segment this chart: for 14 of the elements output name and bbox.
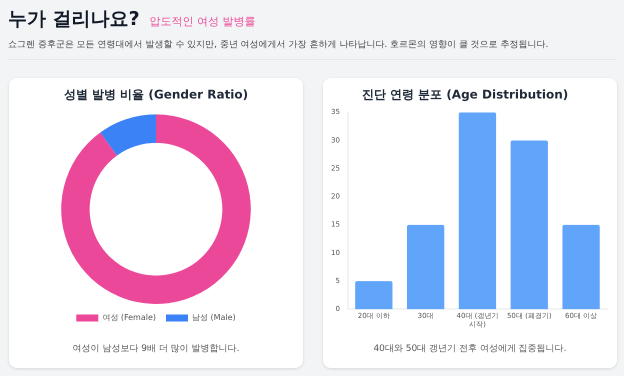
- bar: [510, 140, 548, 310]
- legend-label: 남성 (Male): [192, 313, 236, 322]
- bar: [458, 112, 496, 310]
- chart-title: 진단 연령 분포 (Age Distribution): [362, 87, 568, 102]
- text: 누가 걸리나요?: [8, 7, 140, 32]
- text: 압도적인 여성 발병률: [150, 14, 256, 29]
- text: 쇼그렌 증후군은 모든 연령대에서 발생할 수 있지만, 중년 여성에게서 가장 흔하게 나타납니다. 호르몬의 영향이 클 것으로 추정됩니다.: [8, 38, 616, 60]
- bar: [406, 224, 444, 310]
- bar: [562, 224, 600, 310]
- legend-label: 여성 (Female): [102, 313, 156, 322]
- bar: [355, 281, 392, 310]
- text: 여성이 남성보다 9배 더 많이 발병합니다.: [72, 343, 240, 355]
- text: 40대와 50대 갱년기 전후 여성에게 집중됩니다.: [372, 343, 568, 355]
- chart-title: 성별 발병 비율 (Gender Ratio): [64, 87, 248, 102]
